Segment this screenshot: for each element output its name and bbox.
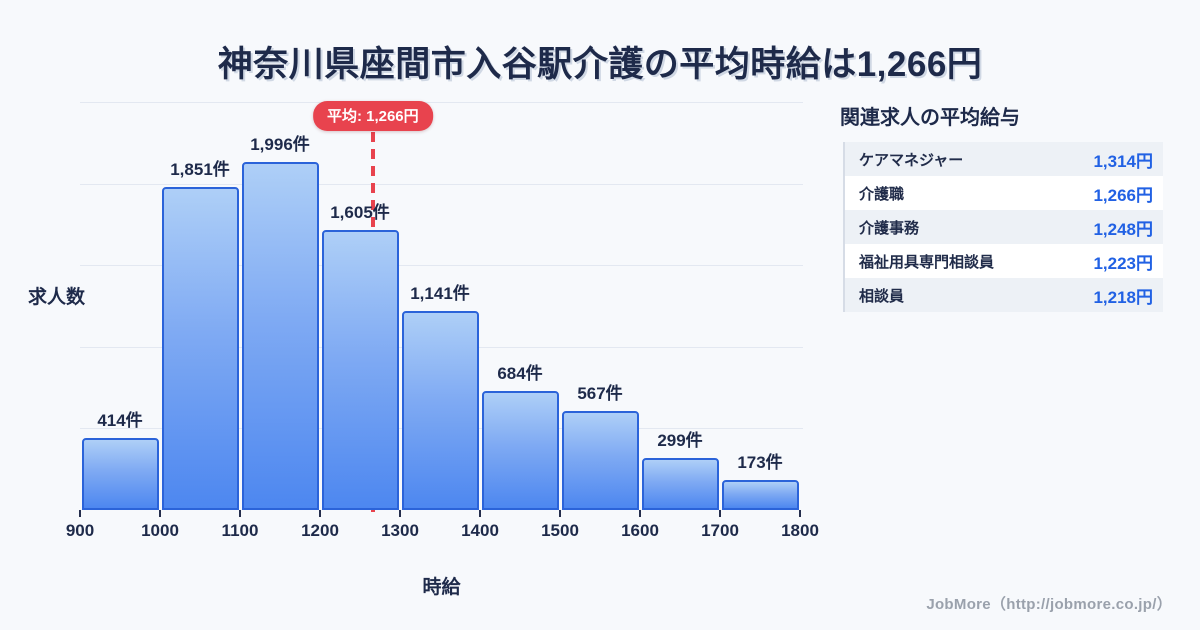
histogram-bar [161, 187, 239, 510]
histogram-bar [241, 161, 319, 510]
salary-row-label: ケアマネジャー [859, 151, 964, 169]
histogram-bar [481, 390, 559, 510]
histogram-bar [641, 457, 719, 510]
salary-row-value: 1,218円 [1093, 287, 1153, 307]
salary-row-label: 介護職 [859, 185, 905, 203]
histogram-bar [81, 437, 159, 510]
salary-row-value: 1,223円 [1093, 253, 1153, 273]
bar-value-label: 1,605件 [330, 203, 390, 223]
bar-value-label: 173件 [737, 452, 783, 472]
histogram-plot: 平均: 1,266円 414件 1,851件 1,996件 1,605件 1,141件 6… [66, 101, 819, 540]
x-axis-tick [479, 510, 481, 517]
bar-value-label: 414件 [97, 410, 143, 430]
x-axis-label: 時給 [422, 577, 461, 598]
x-axis-tick [319, 510, 321, 517]
x-axis-tick [399, 510, 401, 517]
bar-value-label: 1,996件 [250, 134, 310, 154]
salary-row: 介護事務 1,248円 [845, 210, 1163, 244]
salary-row: 介護職 1,266円 [845, 176, 1163, 210]
salary-row: ケアマネジャー 1,314円 [845, 142, 1163, 176]
x-axis-tick-label: 1300 [381, 521, 419, 540]
histogram-bar [721, 479, 799, 510]
x-axis-tick [79, 510, 81, 517]
x-axis-tick [799, 510, 801, 517]
x-axis-tick [159, 510, 161, 517]
x-axis-tick [239, 510, 241, 517]
x-axis-tick-label: 1100 [221, 521, 259, 540]
histogram-bar [321, 230, 399, 510]
salary-row-label: 介護事務 [859, 219, 920, 237]
histogram-bar [561, 411, 639, 510]
average-badge: 平均: 1,266円 [312, 101, 433, 131]
x-axis-tick [719, 510, 721, 517]
bar-value-label: 684件 [497, 363, 543, 383]
y-axis-label: 求人数 [28, 287, 86, 308]
gridline [80, 265, 803, 267]
bar-value-label: 567件 [577, 384, 623, 404]
bar-value-label: 1,141件 [410, 284, 470, 304]
x-axis-tick-label: 1800 [781, 521, 819, 540]
gridline [80, 183, 803, 185]
bar-value-label: 1,851件 [170, 160, 230, 180]
x-axis-tick [559, 510, 561, 517]
x-axis-tick-label: 1200 [301, 521, 339, 540]
salary-row-label: 相談員 [859, 287, 905, 305]
salary-row-label: 福祉用具専門相談員 [859, 253, 995, 271]
histogram-bar [401, 311, 479, 510]
salary-row-value: 1,266円 [1093, 185, 1153, 205]
x-axis-tick [639, 510, 641, 517]
x-axis-tick-label: 900 [65, 521, 95, 540]
x-axis-tick-label: 1400 [461, 521, 499, 540]
salary-row-value: 1,248円 [1093, 219, 1153, 239]
bar-value-label: 299件 [657, 430, 703, 450]
x-axis-tick-label: 1000 [141, 521, 179, 540]
salary-row: 福祉用具専門相談員 1,223円 [845, 244, 1163, 278]
x-axis-tick-label: 1500 [541, 521, 579, 540]
x-axis-tick-label: 1600 [621, 521, 659, 540]
salary-row: 相談員 1,218円 [845, 278, 1163, 312]
panel-title: 関連求人の平均給与 [840, 107, 1020, 129]
x-axis-tick-label: 1700 [701, 521, 739, 540]
gridline [80, 102, 803, 103]
salary-row-value: 1,314円 [1093, 151, 1153, 171]
salary-table: ケアマネジャー 1,314円介護職 1,266円介護事務 1,248円福祉用具専門相談… [843, 142, 1163, 312]
footer-credit: JobMore（http://jobmore.co.jp/） [926, 596, 1172, 613]
page-title: 神奈川県座間市入谷駅介護の平均時給は1,266円 [217, 45, 983, 84]
